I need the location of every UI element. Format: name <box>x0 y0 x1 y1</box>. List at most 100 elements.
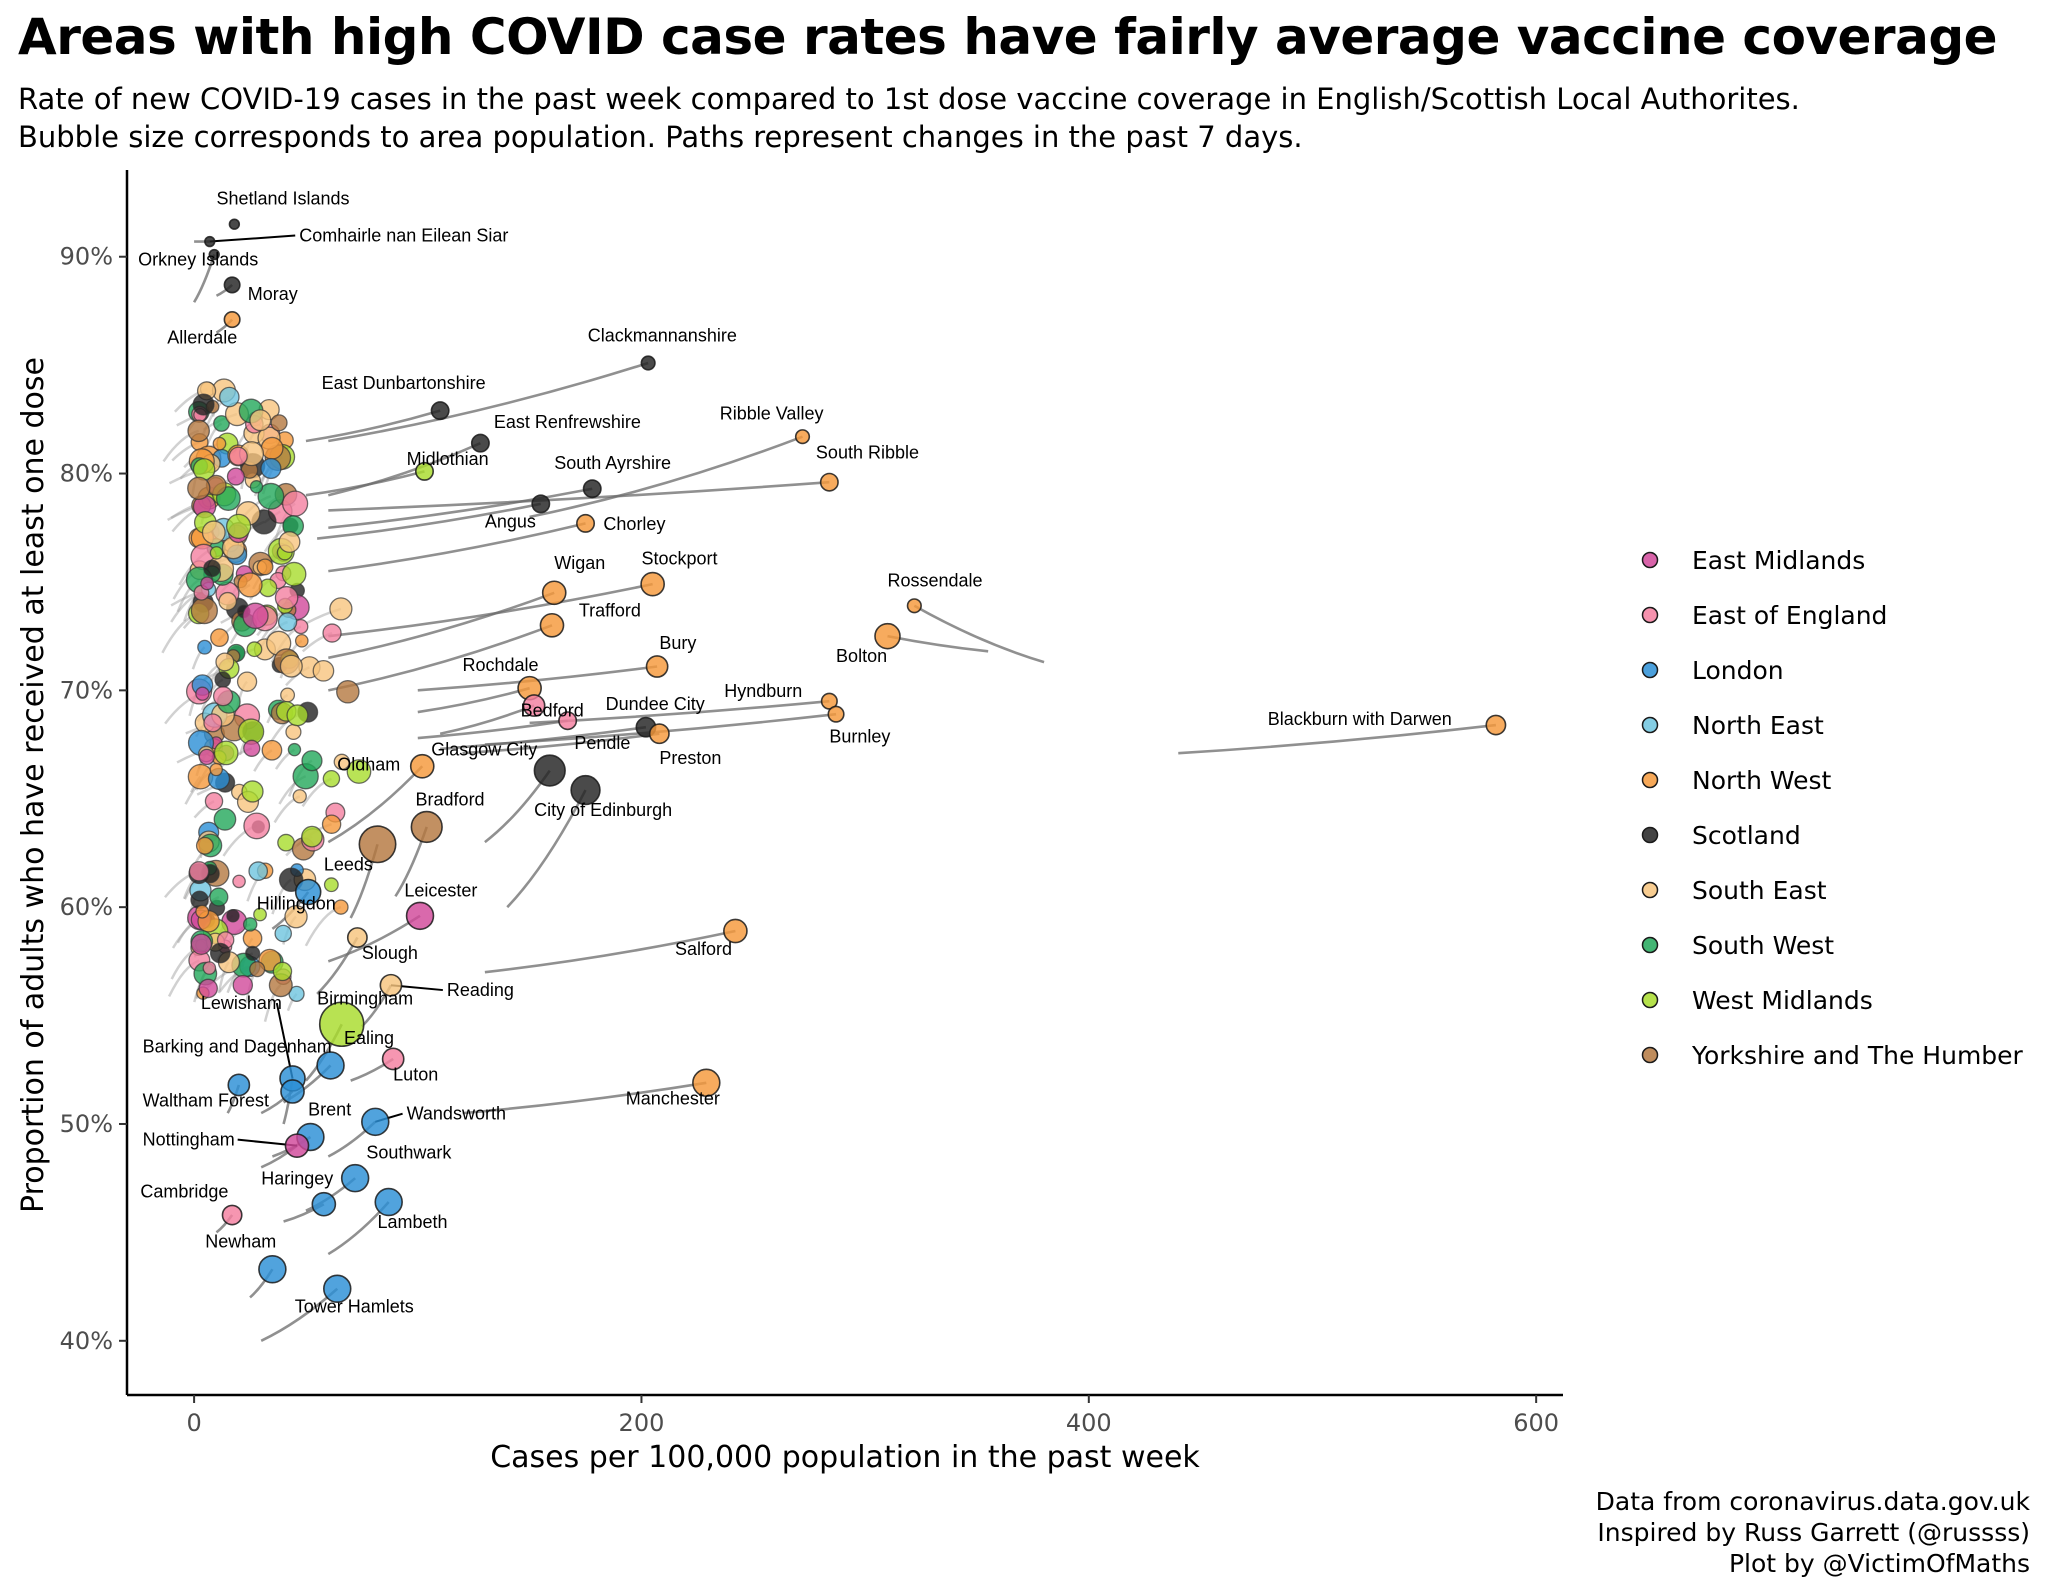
bubble-manchester <box>692 1068 721 1098</box>
y-tick-label: 70% <box>60 676 113 704</box>
label-bolton: Bolton <box>836 646 887 666</box>
bubble-burnley <box>827 705 845 723</box>
label-bedford: Bedford <box>521 700 584 720</box>
bubble-city-of-edinburgh <box>570 774 601 806</box>
bubble-wandsworth <box>361 1107 390 1137</box>
bubble <box>190 596 218 625</box>
trail-south-ayrshire <box>328 487 593 530</box>
bubble <box>232 974 254 996</box>
bubble <box>270 414 288 432</box>
bubble <box>277 833 295 852</box>
x-tick-label: 400 <box>1066 1409 1112 1437</box>
label-dundee-city: Dundee City <box>606 694 705 714</box>
bubble-bradford <box>410 810 443 844</box>
x-tick-label: 200 <box>619 1409 665 1437</box>
bubble <box>253 907 267 922</box>
legend-swatch <box>1641 936 1659 954</box>
bubble <box>336 680 360 704</box>
legend-item-label: East of England <box>1692 601 1887 630</box>
bubble <box>187 476 211 501</box>
label-wigan: Wigan <box>554 553 605 573</box>
bubble-angus <box>531 494 551 514</box>
bubble <box>226 909 240 923</box>
bubble <box>215 652 235 672</box>
bubble <box>346 759 372 784</box>
bubble <box>333 899 349 915</box>
bubble <box>232 874 246 889</box>
label-ealing: Ealing <box>344 1028 394 1048</box>
bubble-blackburn-with-darwen <box>1485 714 1507 736</box>
label-preston: Preston <box>659 748 721 768</box>
legend-item-label: South West <box>1692 931 1834 960</box>
bubble <box>274 924 293 943</box>
label-south-ribble: South Ribble <box>816 442 919 462</box>
trail-rochdale <box>417 686 530 714</box>
bubble <box>195 904 210 919</box>
bubble <box>195 686 210 701</box>
label-east-dunbartonshire: East Dunbartonshire <box>322 373 486 393</box>
bubble <box>249 480 264 494</box>
label-lewisham: Lewisham <box>201 993 282 1013</box>
bubble <box>204 791 224 811</box>
legend-item-label: Scotland <box>1692 821 1801 850</box>
label-newham: Newham <box>205 1232 276 1252</box>
bubble-leicester <box>405 901 435 931</box>
label-pendle: Pendle <box>574 733 630 753</box>
bubble <box>218 591 238 611</box>
bubble-barking-and-dagenham <box>227 1073 251 1097</box>
legend-item-label: West Midlands <box>1692 986 1873 1015</box>
bubble <box>190 933 213 955</box>
bubble <box>243 739 261 757</box>
bubble-ribble-valley <box>794 429 811 445</box>
y-tick-label: 90% <box>60 243 113 271</box>
chart-title: Areas with high COVID case rates have fa… <box>18 8 1998 66</box>
y-axis-title: Proportion of adults who have received a… <box>16 357 51 1213</box>
bubble-slough <box>346 927 368 948</box>
label-salford: Salford <box>675 939 732 959</box>
label-bury: Bury <box>659 633 696 653</box>
label-manchester: Manchester <box>626 1088 720 1108</box>
bubble <box>246 641 263 658</box>
label-midlothian: Midlothian <box>407 449 489 469</box>
caption: Data from coronavirus.data.gov.uk Inspir… <box>1596 1486 2030 1579</box>
trail-blackburn-with-darwen <box>1178 723 1497 755</box>
bubble-bedford <box>558 711 578 731</box>
legend-swatch <box>1641 1046 1659 1064</box>
bubble <box>237 572 263 598</box>
trail-chorley <box>328 522 586 573</box>
bubble-haringey <box>311 1191 337 1217</box>
bubble <box>242 917 258 932</box>
bubble-south-ribble <box>819 472 839 492</box>
legend-item-label: North East <box>1692 711 1824 740</box>
label-leeds: Leeds <box>324 854 373 874</box>
bubble-birmingham <box>318 1001 365 1048</box>
bubble <box>213 415 230 432</box>
bubble <box>274 585 299 610</box>
label-blackburn-with-darwen: Blackburn with Darwen <box>1268 709 1452 729</box>
bubble-east-dunbartonshire <box>430 401 450 421</box>
label-shetland-islands: Shetland Islands <box>216 189 349 209</box>
label-comhairle-nan-eilean-siar: Comhairle nan Eilean Siar <box>299 226 508 246</box>
bubble <box>213 740 239 766</box>
bubble-tower-hamlets <box>323 1274 352 1304</box>
x-tick-label: 0 <box>186 1409 201 1437</box>
bubble-nottingham <box>284 1133 310 1159</box>
bubble <box>278 531 301 554</box>
label-lambeth: Lambeth <box>378 1212 448 1232</box>
bubble <box>195 836 214 855</box>
legend-swatch <box>1641 991 1659 1009</box>
caption-line-3: Plot by @VictimOfMaths <box>1728 1549 2030 1578</box>
label-oldham: Oldham <box>337 755 400 775</box>
bubble <box>192 393 215 416</box>
bubble <box>292 789 307 804</box>
bubble-wigan <box>541 580 567 606</box>
bubble <box>281 561 307 587</box>
label-allerdale: Allerdale <box>167 327 237 347</box>
background-bubbles <box>185 378 372 1002</box>
label-tower-hamlets: Tower Hamlets <box>295 1297 414 1317</box>
bubble-moray <box>223 276 241 294</box>
bubble <box>219 386 240 408</box>
y-tick-label: 80% <box>60 460 113 488</box>
bubble <box>203 559 221 578</box>
leader-comhairle-nan-eilean-siar <box>209 234 296 243</box>
